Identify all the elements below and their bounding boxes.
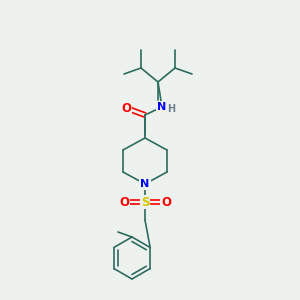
Text: O: O — [119, 196, 129, 208]
Text: H: H — [167, 104, 175, 114]
Text: O: O — [121, 101, 131, 115]
Text: S: S — [141, 196, 149, 208]
Text: O: O — [161, 196, 171, 208]
Text: N: N — [158, 102, 166, 112]
Text: N: N — [140, 179, 150, 189]
